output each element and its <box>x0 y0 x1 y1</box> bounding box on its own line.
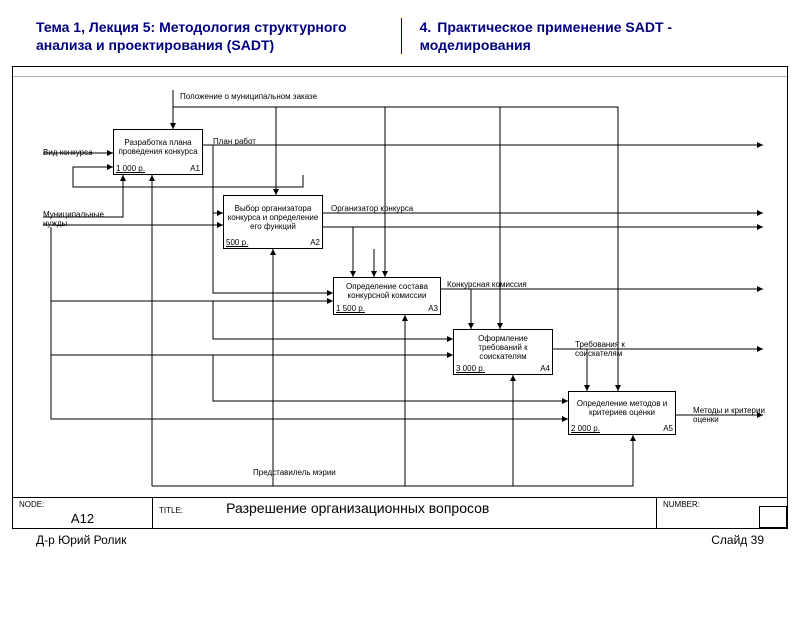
activity-footer: 1 000 р. A1 <box>114 164 202 174</box>
activity-title: Определение состава конкурсной комиссии <box>334 278 440 304</box>
activity-cost: 1 500 р. <box>336 304 365 313</box>
activity-id: A1 <box>190 164 200 173</box>
footer-page-box <box>759 506 787 528</box>
header-section-num: 4. <box>420 19 432 35</box>
activity-id: A3 <box>428 304 438 313</box>
output-label: Требования к соискателям <box>575 341 670 359</box>
activity-footer: 1 500 р. A3 <box>334 304 440 314</box>
diagram-frame: Разработка плана проведения конкурса1 00… <box>12 66 788 529</box>
arrow <box>213 145 223 213</box>
footer-cell-node: NODE: A12 <box>13 498 153 528</box>
activity-footer: 500 р. A2 <box>224 238 322 248</box>
output-label: Конкурсная комиссия <box>447 281 542 290</box>
activity-id: A4 <box>540 364 550 373</box>
activity-box-A2: Выбор организатора конкурса и определени… <box>223 195 323 249</box>
header-right-text: Практическое применение SADT - моделиров… <box>420 19 673 53</box>
activity-title: Оформление требований к соискателям <box>454 330 552 364</box>
mechanism-label: Представилель мэрии <box>253 469 336 478</box>
activity-footer: 3 000 р. A4 <box>454 364 552 374</box>
activity-box-A5: Определение методов и критериев оценки2 … <box>568 391 676 435</box>
input-label: Муниципальные нужды <box>43 211 107 229</box>
activity-cost: 500 р. <box>226 238 248 247</box>
output-label: Организатор конкурса <box>331 205 426 214</box>
output-label: План работ <box>213 138 308 147</box>
slide-header: Тема 1, Лекция 5: Методология структурно… <box>0 0 800 62</box>
footer-title-value: Разрешение организационных вопросов <box>186 498 489 516</box>
activity-box-A4: Оформление требований к соискателям3 000… <box>453 329 553 375</box>
activity-id: A5 <box>663 424 673 433</box>
activity-cost: 3 000 р. <box>456 364 485 373</box>
footer-title-label: TITLE: <box>159 506 183 515</box>
arrow <box>405 375 513 486</box>
footer-node-value: A12 <box>19 509 146 526</box>
arrow <box>276 107 385 277</box>
slide-author: Д-р Юрий Ролик <box>36 533 127 547</box>
activity-id: A2 <box>310 238 320 247</box>
activity-title: Выбор организатора конкурса и определени… <box>224 196 322 238</box>
slide-footer: Д-р Юрий Ролик Слайд 39 <box>0 529 800 547</box>
header-divider <box>401 18 402 54</box>
header-right-title: 4.Практическое применение SADT - моделир… <box>420 18 764 54</box>
output-label: Методы и критерии оценки <box>693 407 787 425</box>
sadt-diagram: Разработка плана проведения конкурса1 00… <box>13 67 787 497</box>
control-label: Положение о муниципальном заказе <box>180 93 317 102</box>
activity-cost: 2 000 р. <box>571 424 600 433</box>
activity-title: Разработка плана проведения конкурса <box>114 130 202 164</box>
activity-cost: 1 000 р. <box>116 164 145 173</box>
diagram-footer-table: NODE: A12 TITLE: Разрешение организацион… <box>13 497 787 528</box>
input-label: Вид конкурса <box>43 149 107 158</box>
footer-cell-title: TITLE: Разрешение организационных вопрос… <box>153 498 657 528</box>
slide-number: Слайд 39 <box>711 533 764 547</box>
activity-box-A1: Разработка плана проведения конкурса1 00… <box>113 129 203 175</box>
header-left-title: Тема 1, Лекция 5: Методология структурно… <box>36 18 383 54</box>
activity-title: Определение методов и критериев оценки <box>569 392 675 424</box>
arrow <box>513 435 633 486</box>
activity-footer: 2 000 р. A5 <box>569 424 675 434</box>
footer-node-label: NODE: <box>19 500 146 509</box>
activity-box-A3: Определение состава конкурсной комиссии1… <box>333 277 441 315</box>
